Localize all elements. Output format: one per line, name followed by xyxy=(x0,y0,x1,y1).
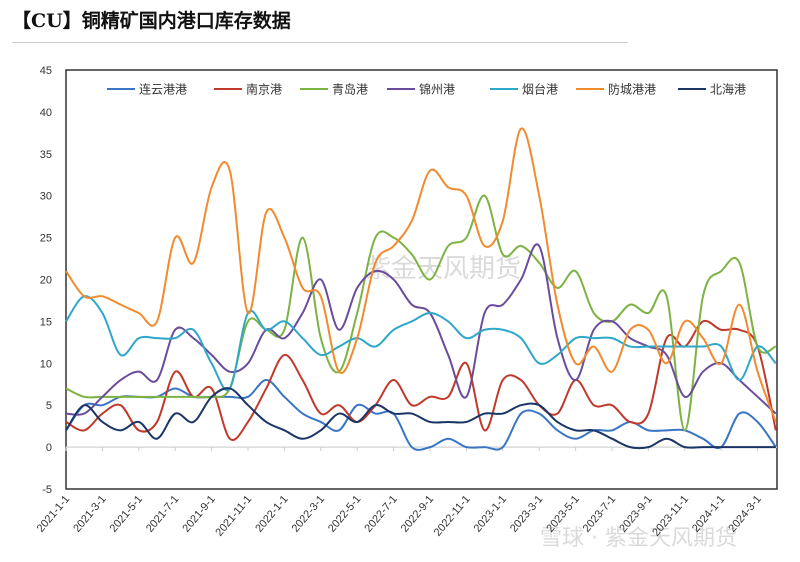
watermark-logo: 紫金天风期货 xyxy=(365,254,522,284)
x-tick-label: 2023-5-1 xyxy=(544,493,582,534)
page-title: 【CU】铜精矿国内港口库存数据 xyxy=(12,10,291,32)
title-divider xyxy=(12,42,628,43)
x-tick-label: 2023-1-1 xyxy=(472,493,510,534)
series-line-2 xyxy=(65,194,777,432)
series-line-6 xyxy=(65,387,776,450)
plot-frame xyxy=(65,69,778,490)
x-tick-label: 2021-5-1 xyxy=(108,493,146,534)
legend-label: 连云港港 xyxy=(139,82,187,97)
x-tick-label: 2022-7-1 xyxy=(362,493,400,534)
x-tick-label: 2021-1-1 xyxy=(35,493,73,534)
series-line-0 xyxy=(65,379,777,451)
x-tick-label: 2021-9-1 xyxy=(180,493,218,534)
x-tick-label: 2022-11-1 xyxy=(432,493,473,539)
x-tick-label: 2022-9-1 xyxy=(399,493,437,534)
y-tick-label: -5 xyxy=(42,484,52,496)
y-tick-label: 15 xyxy=(40,316,52,328)
y-tick-label: 45 xyxy=(40,65,52,77)
x-tick-label: 2023-7-1 xyxy=(581,493,619,534)
y-tick-label: 0 xyxy=(46,442,52,454)
watermark-source: 雪球 · 紫金天风期货 xyxy=(540,526,737,551)
x-tick-label: 2021-3-1 xyxy=(71,493,109,534)
legend-label: 烟台港 xyxy=(522,82,558,97)
legend-label: 青岛港 xyxy=(332,82,368,97)
legend-label: 南京港 xyxy=(246,82,282,97)
y-tick-label: 25 xyxy=(40,233,52,245)
y-tick-label: 35 xyxy=(40,149,52,161)
legend-label: 防城港港 xyxy=(608,82,656,97)
x-tick-label: 2022-1-1 xyxy=(253,493,291,534)
legend-label: 北海港 xyxy=(710,82,746,97)
x-tick-label: 2023-3-1 xyxy=(508,493,546,534)
y-tick-label: 10 xyxy=(40,358,52,370)
y-tick-label: 5 xyxy=(46,400,52,412)
x-tick-label: 2022-5-1 xyxy=(326,493,364,534)
series-line-5 xyxy=(65,127,777,423)
x-tick-label: 2023-9-1 xyxy=(617,493,655,534)
y-tick-label: 20 xyxy=(40,275,52,287)
legend-label: 锦州港 xyxy=(419,83,455,97)
x-tick-label: 2024-3-1 xyxy=(726,493,764,534)
x-tick-label: 2023-11-1 xyxy=(650,493,691,539)
x-tick-label: 2022-3-1 xyxy=(290,493,328,534)
y-tick-label: 30 xyxy=(40,191,52,203)
x-tick-label: 2021-11-1 xyxy=(213,493,254,539)
x-tick-label: 2024-1-1 xyxy=(690,493,728,534)
x-tick-label: 2021-7-1 xyxy=(144,493,182,534)
y-tick-label: 40 xyxy=(40,107,52,119)
